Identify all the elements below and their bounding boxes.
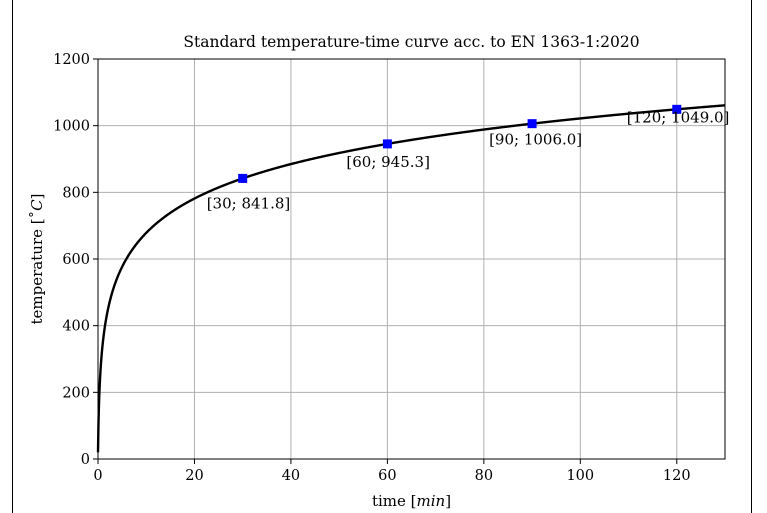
data-label: [60; 945.3]	[346, 153, 430, 171]
y-axis-label-text: temperature	[28, 224, 46, 324]
data-marker	[527, 119, 537, 129]
x-axis-label-close-bracket: ]	[445, 492, 451, 510]
data-label: [30; 841.8]	[207, 194, 291, 212]
x-axis-label: time [min]	[372, 492, 451, 510]
x-tick-label: 60	[378, 468, 396, 484]
figure-frame	[12, 0, 752, 513]
data-marker	[382, 139, 392, 149]
x-tick-label: 20	[185, 468, 203, 484]
data-markers: [30; 841.8] [60; 945.3] [90; 1006.0] [120; …	[207, 104, 730, 212]
y-tick-label: 600	[62, 252, 90, 268]
y-axis-label: temperature [˚C]	[28, 194, 46, 325]
y-tick-label: 800	[62, 185, 90, 201]
y-tick-label: 1000	[53, 119, 90, 135]
y-axis-label-unit: C	[28, 199, 46, 211]
y-axis-label-close-bracket: ]	[28, 194, 46, 200]
x-tick-label: 80	[475, 468, 493, 484]
x-tick-label: 0	[93, 468, 102, 484]
x-axis-label-text: time	[372, 492, 411, 510]
y-axis-label-open-bracket: [˚	[28, 211, 46, 224]
data-marker	[672, 104, 682, 114]
y-tick-label: 0	[81, 452, 90, 468]
series-line-temperature-curve	[96, 104, 726, 453]
x-tick-label: 120	[663, 468, 691, 484]
y-tick-label: 200	[62, 385, 90, 401]
x-axis-label-open-bracket: [	[411, 492, 417, 510]
y-tick-label: 400	[62, 319, 90, 335]
data-label: [90; 1006.0]	[489, 131, 582, 149]
data-label: [120; 1049.0]	[627, 108, 730, 126]
data-marker	[238, 173, 248, 183]
plot-area	[97, 58, 726, 460]
x-tick-label: 100	[566, 468, 594, 484]
chart-title: Standard temperature-time curve acc. to …	[183, 33, 639, 51]
x-tick-label: 40	[282, 468, 300, 484]
y-tick-label: 1200	[53, 52, 90, 68]
x-axis-label-unit: min	[417, 492, 446, 510]
